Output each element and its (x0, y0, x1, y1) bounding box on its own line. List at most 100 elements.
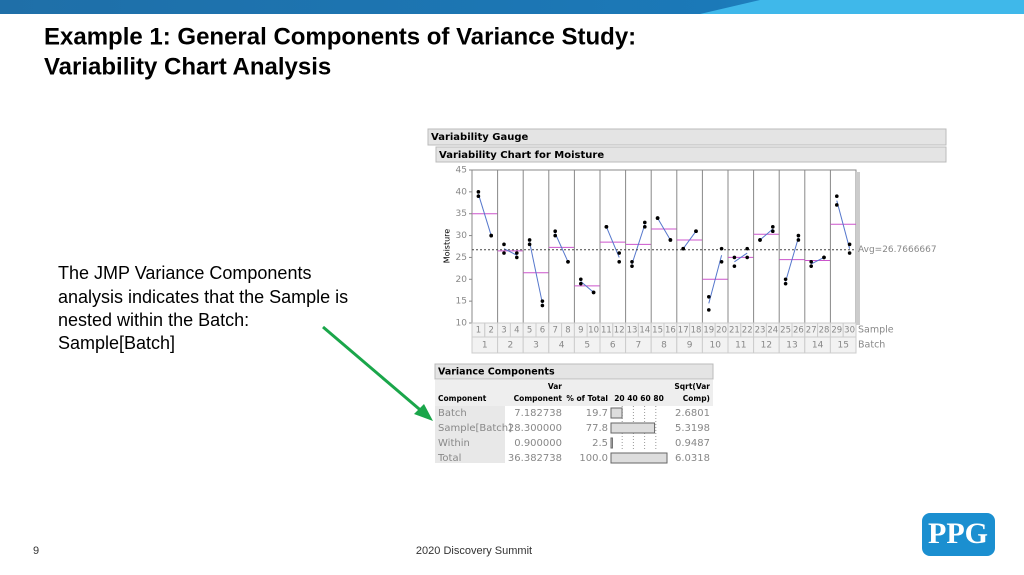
point (489, 233, 494, 238)
x-tick-label: 5 (527, 326, 532, 336)
x-tick-label: 19 (703, 326, 714, 336)
point (604, 225, 609, 229)
point (502, 242, 506, 247)
arrow-head (414, 404, 433, 421)
group-axis-label: Batch (858, 340, 885, 351)
sample-mean-line (631, 224, 646, 265)
point (835, 203, 839, 207)
body-line: Sample[Batch] (58, 333, 175, 353)
point (579, 281, 583, 286)
point (771, 225, 775, 229)
point (540, 299, 545, 303)
point (732, 264, 737, 268)
title: Variability Chart Analysis (44, 53, 331, 80)
sample-mean-line (529, 242, 543, 304)
point (707, 308, 711, 312)
point (476, 194, 481, 199)
sample-mean-line (554, 233, 569, 263)
point (553, 229, 557, 233)
point (668, 238, 673, 242)
x-tick-label: 28 (819, 326, 830, 336)
point (630, 264, 634, 268)
plot-shadow (856, 172, 860, 325)
x-tick-label: 15 (652, 326, 663, 336)
pct-bar (610, 422, 656, 434)
sample-mean-line (605, 226, 620, 258)
point (847, 242, 852, 247)
cell: 2.6801 (675, 408, 710, 419)
column-header: Component (514, 394, 563, 403)
row-label: Batch (438, 408, 467, 419)
point (515, 251, 519, 255)
point (566, 260, 570, 264)
point (796, 238, 801, 242)
point (783, 281, 788, 286)
point (694, 229, 698, 233)
cell: 100.0 (579, 453, 608, 464)
x-tick-label: 6 (540, 326, 545, 336)
cell: 28.300000 (508, 423, 562, 434)
pct-bar (610, 437, 613, 449)
x-tick-label: 27 (806, 326, 817, 336)
point (681, 246, 685, 251)
point (732, 255, 737, 260)
y-axis-label: Moisture (443, 229, 452, 264)
cell: 19.7 (586, 408, 608, 419)
x-tick-label: 7 (552, 326, 557, 336)
y-tick-label: 30 (456, 231, 468, 241)
row-label: Total (437, 453, 461, 464)
x-tick-label: 20 (716, 326, 727, 336)
row-label-bg (435, 406, 505, 463)
point (643, 225, 647, 229)
pct-bar (610, 452, 668, 464)
sample-cell (842, 322, 857, 338)
outline-title: Variability Chart for Moisture (439, 150, 604, 161)
point (719, 260, 724, 264)
x-tick-label: 1 (476, 326, 481, 336)
point (707, 294, 711, 299)
avg-label: Avg=26.7666667 (858, 245, 937, 255)
body-line: The JMP Variance Components (58, 263, 311, 283)
outline-header (427, 128, 947, 146)
point (809, 260, 813, 264)
sample-mean-line (759, 228, 774, 241)
y-tick-label: 45 (456, 166, 467, 176)
point (476, 190, 481, 194)
x-tick-label: 22 (742, 326, 753, 336)
body-line: nested within the Batch: (58, 310, 249, 330)
point (553, 233, 557, 238)
x-tick-label: 29 (831, 326, 842, 336)
cell: 36.382738 (508, 453, 562, 464)
y-tick-label: 20 (456, 275, 468, 285)
sample-mean-line (836, 200, 851, 249)
sample-mean-line (734, 252, 748, 263)
point (591, 290, 596, 295)
logo (922, 513, 995, 556)
group-label: 8 (661, 341, 667, 351)
x-tick-label: 4 (514, 326, 519, 336)
sample-mean-line (657, 217, 671, 241)
column-header: % of Total (566, 394, 608, 403)
x-tick-label: 21 (729, 326, 740, 336)
group-label: 1 (482, 341, 488, 351)
footer-text: 2020 Discovery Summit (416, 545, 532, 557)
point (502, 251, 506, 255)
pct-bar (610, 407, 623, 419)
logo-text: PPG (928, 517, 988, 550)
sample-mean-line (785, 237, 799, 282)
cell: 7.182738 (514, 408, 562, 419)
group-label: 12 (761, 341, 772, 351)
group-label: 2 (508, 341, 514, 351)
x-tick-label: 12 (614, 326, 625, 336)
point (809, 264, 813, 268)
column-header: Var (548, 382, 562, 391)
variance-table: Variance Components Component Var Component… (434, 363, 714, 464)
group-label: 5 (584, 341, 590, 351)
outline-title: Variability Gauge (431, 132, 529, 143)
point (643, 220, 647, 225)
point (655, 216, 660, 220)
arrow (322, 325, 426, 416)
x-tick-label: 14 (639, 326, 650, 336)
x-tick-label: 8 (565, 326, 570, 336)
